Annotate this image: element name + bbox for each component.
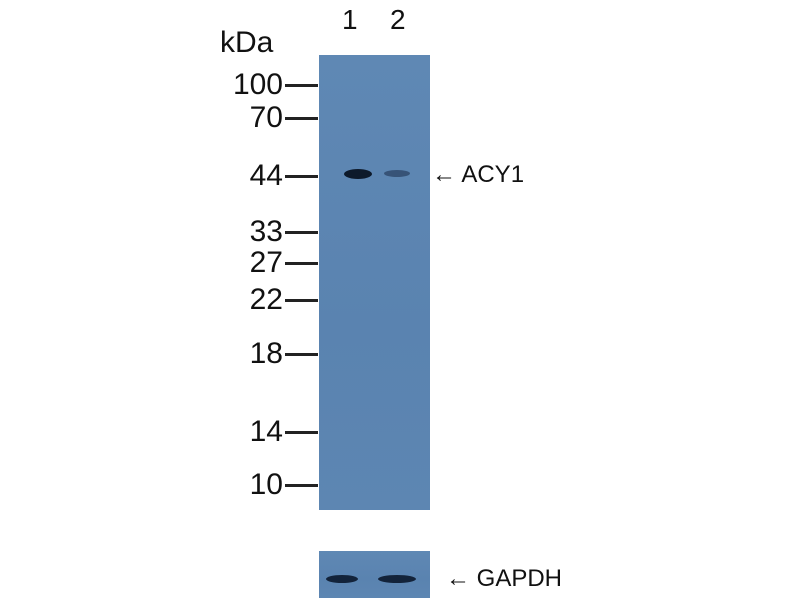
lane-label-1: 1 bbox=[342, 4, 358, 35]
marker-tick bbox=[285, 84, 318, 87]
marker-label: 100 bbox=[232, 68, 283, 101]
acy1-label: ← ACY1 bbox=[432, 161, 525, 188]
marker-label: 14 bbox=[249, 415, 283, 448]
gapdh-band-lane-1 bbox=[326, 575, 358, 583]
marker-tick bbox=[285, 175, 318, 178]
acy1-band-lane-2 bbox=[384, 170, 410, 177]
marker-tick bbox=[285, 353, 318, 356]
marker-label: 22 bbox=[249, 283, 283, 316]
marker-label: 18 bbox=[249, 337, 283, 370]
lane-label-2: 2 bbox=[390, 4, 406, 35]
kda-label: kDa bbox=[220, 26, 274, 59]
marker-label: 33 bbox=[249, 215, 283, 248]
marker-tick bbox=[285, 299, 318, 302]
marker-label: 70 bbox=[249, 101, 283, 134]
marker-label: 10 bbox=[249, 468, 283, 501]
marker-tick bbox=[285, 484, 318, 487]
main-blot bbox=[319, 55, 430, 510]
marker-label: 27 bbox=[249, 246, 283, 279]
gapdh-band-lane-2 bbox=[378, 575, 416, 583]
marker-tick bbox=[285, 431, 318, 434]
marker-tick bbox=[285, 231, 318, 234]
marker-tick bbox=[285, 262, 318, 265]
marker-label: 44 bbox=[249, 159, 283, 192]
acy1-band-lane-1 bbox=[344, 169, 372, 179]
gapdh-blot bbox=[319, 551, 430, 598]
marker-tick bbox=[285, 117, 318, 120]
gapdh-label: ← GAPDH bbox=[446, 565, 563, 592]
